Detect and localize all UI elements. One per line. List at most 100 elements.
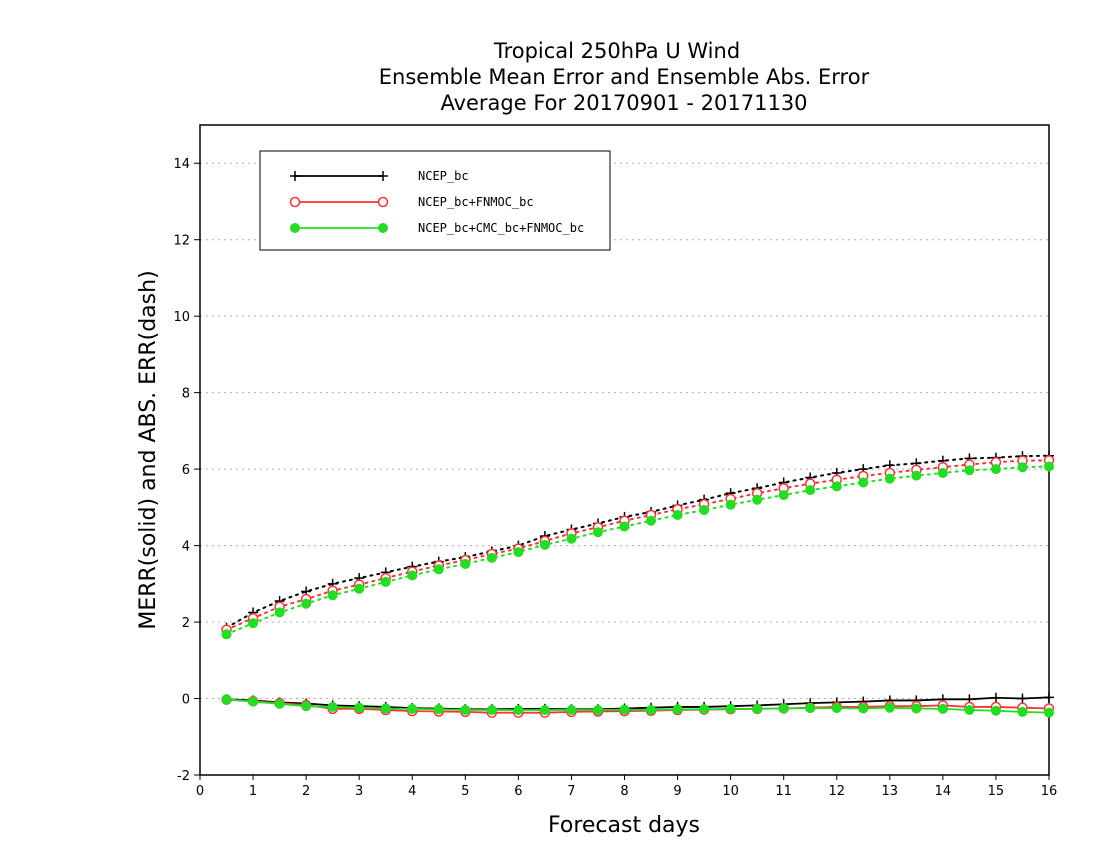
legend-item: NCEP_bc bbox=[290, 169, 469, 183]
x-tick-label: 4 bbox=[408, 784, 416, 799]
y-tick-label: 2 bbox=[182, 616, 190, 631]
data-point-filled-circle bbox=[539, 539, 550, 550]
legend-box bbox=[259, 150, 611, 251]
data-point-filled-circle bbox=[805, 703, 816, 714]
data-point-filled-circle bbox=[460, 558, 471, 569]
x-tick-label: 5 bbox=[461, 784, 469, 799]
x-tick-label: 3 bbox=[355, 784, 363, 799]
x-tick-label: 13 bbox=[882, 784, 899, 799]
data-point-plus bbox=[290, 171, 300, 181]
data-point-plus bbox=[990, 692, 1001, 703]
abs-error-line bbox=[225, 459, 1050, 631]
data-point-filled-circle bbox=[831, 481, 842, 492]
data-point-filled-circle bbox=[778, 703, 789, 714]
x-tick-label: 7 bbox=[567, 784, 575, 799]
x-tick-label: 12 bbox=[828, 784, 845, 799]
data-point-filled-circle bbox=[378, 223, 388, 233]
abs-error-line bbox=[225, 465, 1050, 636]
x-tick-label: 8 bbox=[620, 784, 628, 799]
data-point-filled-circle bbox=[354, 583, 365, 594]
chart-title-line-1: Tropical 250hPa U Wind bbox=[493, 39, 740, 63]
x-tick-label: 11 bbox=[775, 784, 792, 799]
data-point-filled-circle bbox=[1017, 462, 1028, 473]
y-tick-label: 10 bbox=[173, 310, 190, 325]
data-point-filled-circle bbox=[884, 473, 895, 484]
data-point-filled-circle bbox=[725, 499, 736, 510]
data-point-filled-circle bbox=[699, 505, 710, 516]
data-point-open-circle bbox=[377, 196, 389, 208]
data-point-filled-circle bbox=[646, 515, 657, 526]
data-point-filled-circle bbox=[964, 705, 975, 715]
data-point-filled-circle bbox=[486, 705, 497, 715]
data-point-filled-circle bbox=[619, 521, 630, 532]
data-point-filled-circle bbox=[301, 598, 312, 609]
x-tick-label: 16 bbox=[1041, 784, 1058, 799]
x-tick-label: 6 bbox=[514, 784, 522, 799]
data-point-filled-circle bbox=[407, 703, 418, 714]
x-tick-label: 14 bbox=[935, 784, 952, 799]
x-tick-label: 0 bbox=[196, 784, 204, 799]
legend-item: NCEP_bc+FNMOC_bc bbox=[289, 195, 534, 209]
y-tick-label: 0 bbox=[182, 693, 190, 708]
data-point-filled-circle bbox=[460, 705, 471, 715]
data-point-filled-circle bbox=[566, 533, 577, 544]
data-point-filled-circle bbox=[327, 590, 338, 601]
data-point-filled-circle bbox=[990, 705, 1001, 716]
data-point-filled-circle bbox=[1044, 707, 1054, 718]
data-point-filled-circle bbox=[301, 701, 312, 712]
data-point-filled-circle bbox=[486, 552, 497, 563]
data-point-filled-circle bbox=[1044, 461, 1054, 472]
y-tick-label: 4 bbox=[182, 540, 190, 555]
chart-title-line-3: Average For 20170901 - 20171130 bbox=[440, 91, 807, 115]
data-point-filled-circle bbox=[964, 465, 975, 476]
data-point-filled-circle bbox=[619, 704, 630, 715]
data-point-filled-circle bbox=[778, 490, 789, 501]
y-tick-label: 12 bbox=[173, 234, 190, 249]
data-point-filled-circle bbox=[1017, 706, 1028, 717]
data-point-filled-circle bbox=[248, 696, 259, 707]
data-point-filled-circle bbox=[513, 705, 524, 715]
y-tick-label: -2 bbox=[177, 769, 190, 784]
data-point-filled-circle bbox=[831, 703, 842, 714]
x-axis: 0 1 2 3 4 5 6 7 8 9 10 11 12 13 14 15 16 bbox=[196, 775, 1057, 799]
x-tick-label: 2 bbox=[302, 784, 310, 799]
x-axis-label: Forecast days bbox=[548, 813, 700, 838]
legend-label: NCEP_bc+FNMOC_bc bbox=[418, 195, 534, 209]
data-point-filled-circle bbox=[274, 698, 285, 709]
data-point-filled-circle bbox=[752, 494, 763, 505]
data-point-filled-circle bbox=[433, 564, 444, 575]
data-point-plus bbox=[1044, 692, 1054, 703]
data-point-filled-circle bbox=[884, 702, 895, 713]
series-ncep-bc bbox=[221, 450, 1054, 715]
data-point-filled-circle bbox=[672, 704, 683, 715]
data-point-filled-circle bbox=[327, 701, 338, 712]
data-point-filled-circle bbox=[937, 467, 948, 478]
data-point-filled-circle bbox=[672, 510, 683, 520]
y-axis: -2 0 2 4 6 8 10 12 14 bbox=[173, 157, 200, 784]
legend: NCEP_bc NCEP_bc+FNMOC_bc NCEP_bc+CMC_bc+FN… bbox=[259, 150, 611, 251]
data-point-filled-circle bbox=[858, 477, 869, 488]
x-tick-label: 9 bbox=[673, 784, 681, 799]
x-tick-label: 1 bbox=[249, 784, 257, 799]
data-point-filled-circle bbox=[911, 470, 922, 481]
y-tick-label: 6 bbox=[182, 463, 190, 478]
series-layer bbox=[221, 450, 1055, 718]
data-point-filled-circle bbox=[805, 485, 816, 496]
data-point-filled-circle bbox=[274, 607, 285, 618]
data-point-filled-circle bbox=[433, 704, 444, 715]
data-point-filled-circle bbox=[513, 547, 524, 558]
data-point-filled-circle bbox=[937, 703, 948, 714]
data-point-filled-circle bbox=[566, 705, 577, 715]
data-point-filled-circle bbox=[380, 576, 391, 587]
data-point-filled-circle bbox=[752, 703, 763, 714]
data-point-filled-circle bbox=[725, 703, 736, 714]
y-tick-label: 8 bbox=[182, 387, 190, 402]
x-tick-label: 15 bbox=[988, 784, 1005, 799]
data-point-filled-circle bbox=[858, 703, 869, 714]
data-point-filled-circle bbox=[592, 527, 603, 538]
y-axis-label: MERR(solid) and ABS. ERR(dash) bbox=[136, 270, 161, 629]
data-point-filled-circle bbox=[407, 570, 418, 581]
data-point-plus bbox=[1017, 693, 1028, 704]
data-point-filled-circle bbox=[221, 694, 232, 705]
